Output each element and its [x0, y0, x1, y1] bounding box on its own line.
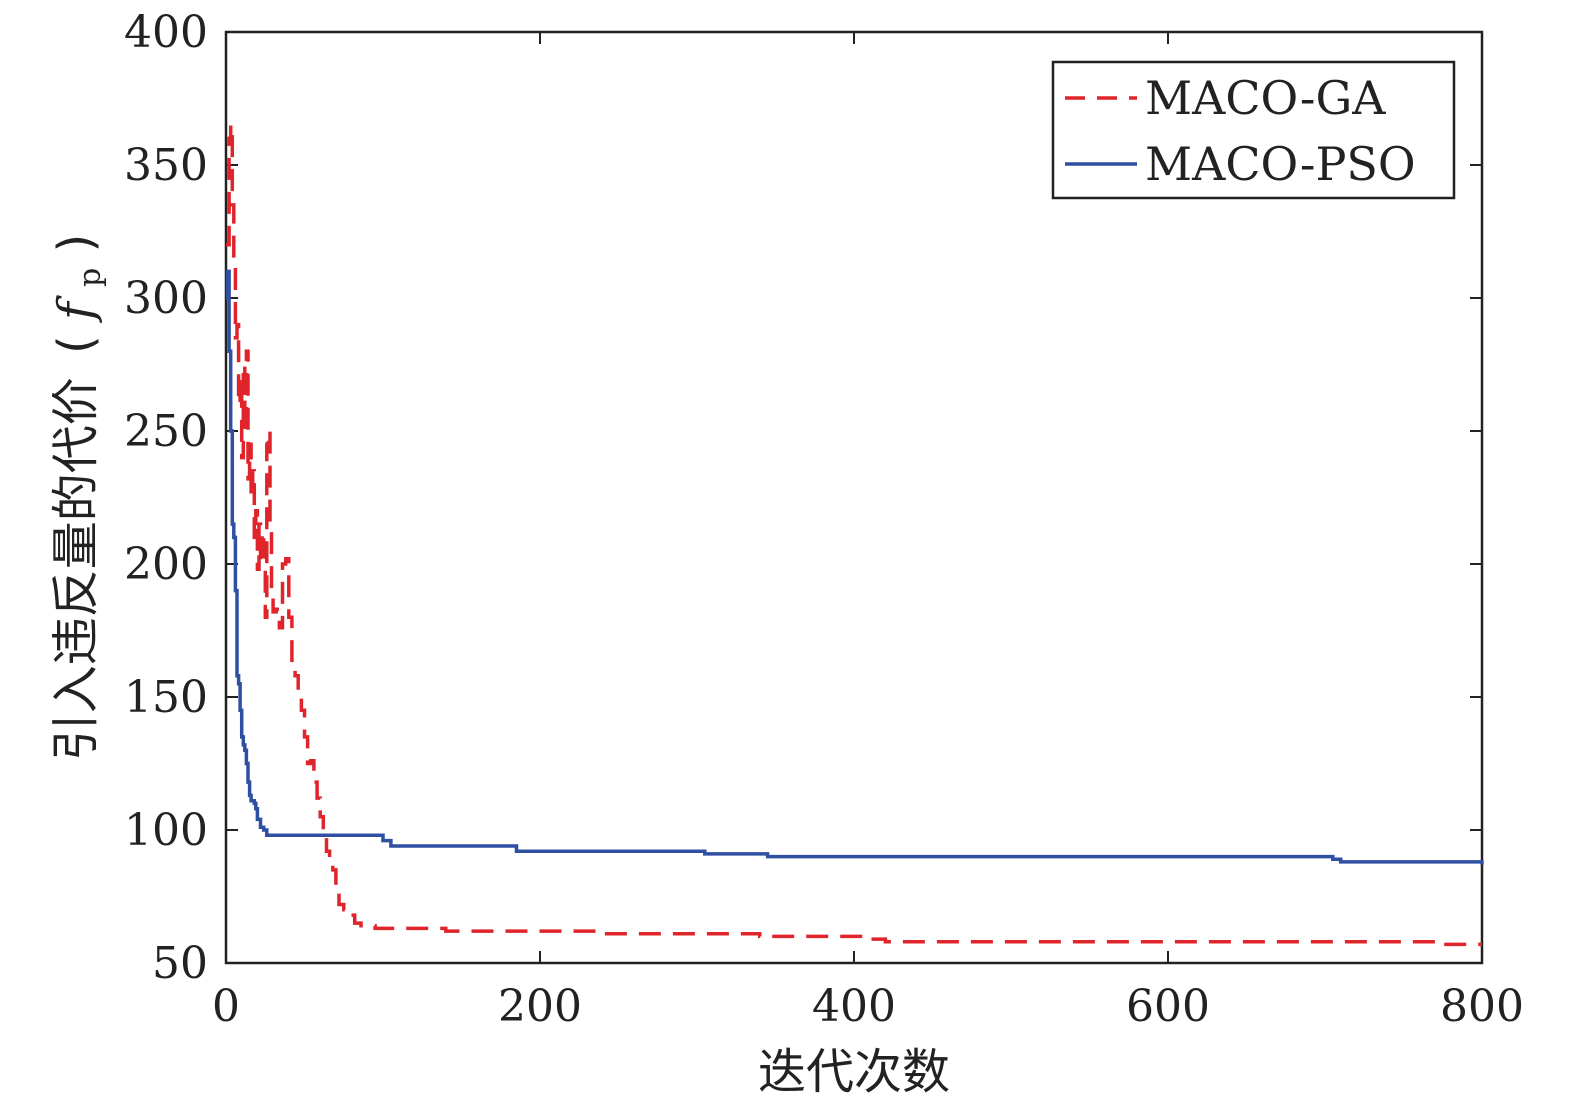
series-line-maco-pso: [225, 269, 1484, 865]
x-tick-label: 0: [212, 981, 240, 1032]
y-axis-title-paren-open: (: [48, 335, 104, 354]
series-line-maco-ga: [226, 123, 1482, 947]
y-tick-label: 350: [124, 140, 208, 191]
y-tick-label: 150: [124, 672, 208, 723]
y-axis-title-subscript: p: [73, 268, 108, 287]
legend-box: [1051, 60, 1456, 200]
x-tick-label: 800: [1440, 981, 1524, 1032]
x-tick-label: 600: [1126, 981, 1210, 1032]
y-tick-label: 50: [152, 938, 208, 989]
y-tick-label: 400: [124, 7, 208, 58]
legend-label-maco-ga: MACO-GA: [1145, 71, 1386, 125]
y-axis-title-symbol: f: [48, 295, 104, 323]
legend: MACO-GA MACO-PSO: [1051, 60, 1456, 200]
y-tick-label: 100: [124, 805, 208, 856]
series-lines: [225, 123, 1484, 947]
y-axis-title: 引入违反量的代价 ( f p ): [48, 234, 112, 762]
axis-ticks: 0 200 400 600 800 50 100 150 200 250 300 350 400: [124, 7, 1524, 1032]
legend-label-maco-pso: MACO-PSO: [1145, 137, 1416, 191]
x-tick-label: 400: [812, 981, 896, 1032]
y-tick-label: 300: [124, 273, 208, 324]
x-tick-label: 200: [498, 981, 582, 1032]
y-axis-title-main: 引入违反量的代价: [48, 377, 104, 761]
y-tick-label: 250: [124, 406, 208, 457]
y-axis-title-paren-close: ): [48, 234, 104, 253]
x-axis-title: 迭代次数: [758, 1044, 950, 1100]
y-tick-label: 200: [124, 539, 208, 590]
